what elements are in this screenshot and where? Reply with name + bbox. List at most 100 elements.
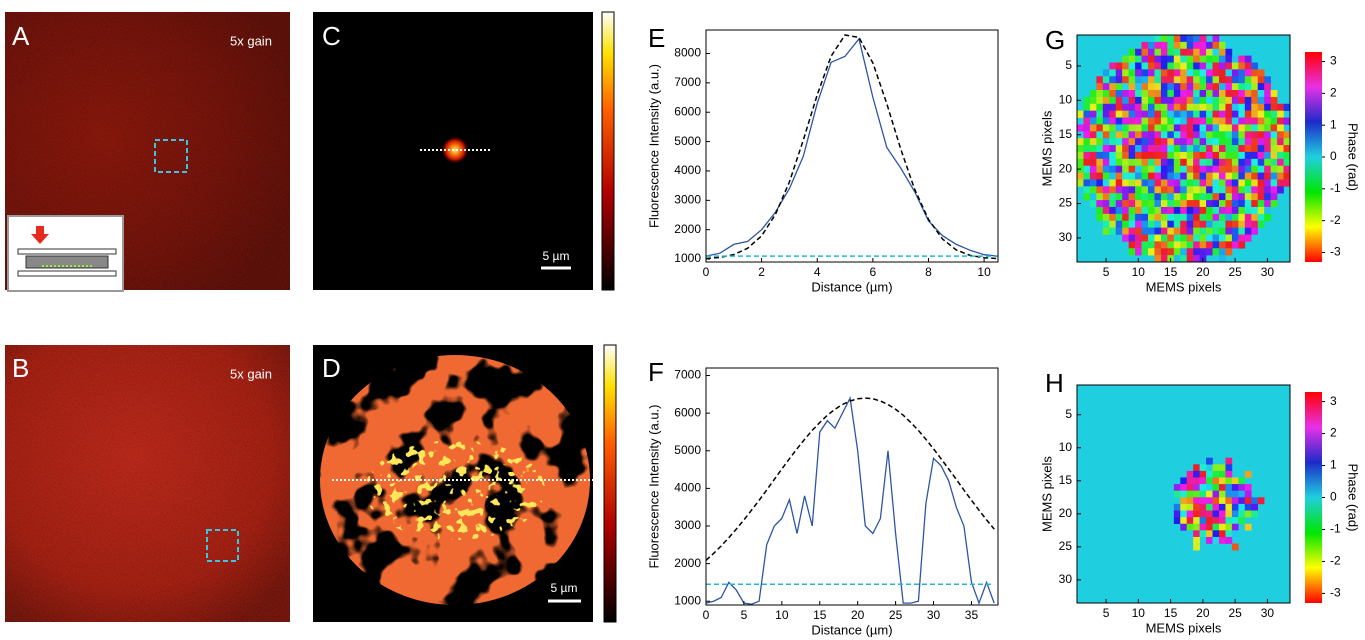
phase-pixel	[1135, 48, 1142, 56]
phase-pixel	[1122, 206, 1129, 215]
phase-pixel	[1238, 76, 1246, 84]
phase-pixel	[1128, 55, 1136, 63]
phase-pixel	[1206, 110, 1213, 118]
y-axis-label: Fluorescence Intensity (a.u.)	[646, 64, 661, 228]
phase-pixel	[1238, 172, 1246, 180]
phase-pixel	[1160, 145, 1168, 153]
phase-pixel	[1135, 55, 1142, 63]
phase-pixel	[1077, 138, 1084, 146]
phase-pixel	[1154, 227, 1162, 235]
phase-pixel	[1231, 517, 1239, 525]
y-tick-label: 7000	[674, 75, 701, 89]
phase-pixel	[1212, 69, 1220, 77]
phase-pixel	[1173, 158, 1181, 166]
phase-pixel	[1219, 158, 1226, 166]
phase-pixel	[1244, 220, 1252, 228]
phase-pixel	[1251, 200, 1259, 208]
x-axis-label: MEMS pixels	[1146, 279, 1222, 294]
phase-pixel	[1193, 138, 1200, 146]
phase-pixel	[1135, 193, 1142, 201]
phase-pixel	[1219, 200, 1226, 208]
colorbar-tick-label: 2	[1330, 426, 1337, 440]
phase-pixel	[1173, 145, 1181, 153]
phase-pixel	[1212, 124, 1220, 132]
x-axis-label: Distance (µm)	[811, 622, 892, 637]
phase-pixel	[1277, 151, 1284, 160]
phase-pixel	[1109, 172, 1117, 180]
phase-pixel	[1244, 213, 1252, 222]
phase-pixel	[1154, 110, 1162, 118]
phase-pixel	[1083, 158, 1091, 166]
phase-pixel	[1225, 517, 1233, 525]
phase-pixel	[1122, 220, 1129, 228]
phase-pixel	[1270, 96, 1278, 105]
colorbar-tick-label: 1	[1330, 458, 1337, 472]
phase-pixel	[1270, 151, 1278, 160]
phase-pixel	[1277, 117, 1284, 125]
phase-pixel	[1193, 35, 1200, 43]
x-tick-label: 5	[1103, 606, 1110, 620]
phase-pixel	[1225, 220, 1233, 228]
phase-pixel	[1089, 193, 1097, 201]
phase-pixel	[1206, 103, 1213, 111]
data-line	[705, 37, 999, 257]
phase-pixel	[1173, 110, 1181, 118]
phase-pixel	[1199, 497, 1207, 505]
phase-pixel	[1167, 165, 1175, 173]
phase-pixel	[1141, 48, 1149, 56]
phase-pixel	[1173, 510, 1181, 518]
phase-pixel	[1180, 145, 1188, 153]
phase-pixel	[1122, 234, 1129, 242]
phase-pixel	[1219, 523, 1226, 531]
phase-pixel	[1225, 90, 1233, 98]
phase-pixel	[1219, 206, 1226, 215]
phase-pixel	[1257, 158, 1265, 166]
phase-pixel	[1160, 55, 1168, 63]
phase-pixel	[1206, 220, 1213, 228]
phase-pixel	[1141, 103, 1149, 111]
phase-pixel	[1231, 234, 1239, 242]
phase-pixel	[1257, 213, 1265, 222]
phase-pixel	[1180, 179, 1188, 187]
phase-pixel	[1154, 96, 1162, 105]
phase-pixel	[1083, 103, 1091, 111]
phase-pixel	[1225, 510, 1233, 518]
phase-pixel	[1109, 76, 1117, 84]
phase-pixel	[1206, 510, 1213, 518]
phase-pixel	[1077, 151, 1084, 160]
phase-pixel	[1122, 110, 1129, 118]
phase-pixel	[1219, 76, 1226, 84]
phase-pixel	[1180, 227, 1188, 235]
phase-pixel	[1180, 484, 1188, 491]
colorbar-tick-label: 0	[1330, 490, 1337, 504]
phase-pixel	[1077, 172, 1084, 180]
phase-pixel	[1219, 213, 1226, 222]
y-tick-label: 8000	[674, 46, 701, 60]
phase-pixel	[1135, 76, 1142, 84]
phase-pixel	[1160, 110, 1168, 118]
phase-pixel	[1225, 138, 1233, 146]
phase-pixel	[1154, 200, 1162, 208]
phase-pixel	[1180, 131, 1188, 139]
phase-pixel	[1160, 69, 1168, 77]
phase-pixel	[1193, 124, 1200, 132]
y-tick-label: 5	[1065, 58, 1072, 72]
phase-pixel	[1231, 55, 1239, 63]
phase-pixel	[1225, 503, 1233, 511]
phase-pixel	[1109, 69, 1117, 77]
y-tick-label: 15	[1059, 473, 1073, 487]
phase-pixel	[1154, 90, 1162, 98]
phase-pixel	[1180, 138, 1188, 146]
phase-pixel	[1244, 69, 1252, 77]
phase-pixel	[1083, 96, 1091, 105]
phase-pixel	[1193, 470, 1200, 478]
phase-pixel	[1083, 186, 1091, 194]
phase-pixel	[1109, 193, 1117, 201]
phase-pixel	[1219, 48, 1226, 56]
phase-pixel	[1122, 151, 1129, 160]
phase-pixel	[1160, 90, 1168, 98]
phase-pixel	[1141, 76, 1149, 84]
phase-pixel	[1257, 96, 1265, 105]
phase-pixel	[1219, 193, 1226, 201]
phase-pixel	[1122, 165, 1129, 173]
